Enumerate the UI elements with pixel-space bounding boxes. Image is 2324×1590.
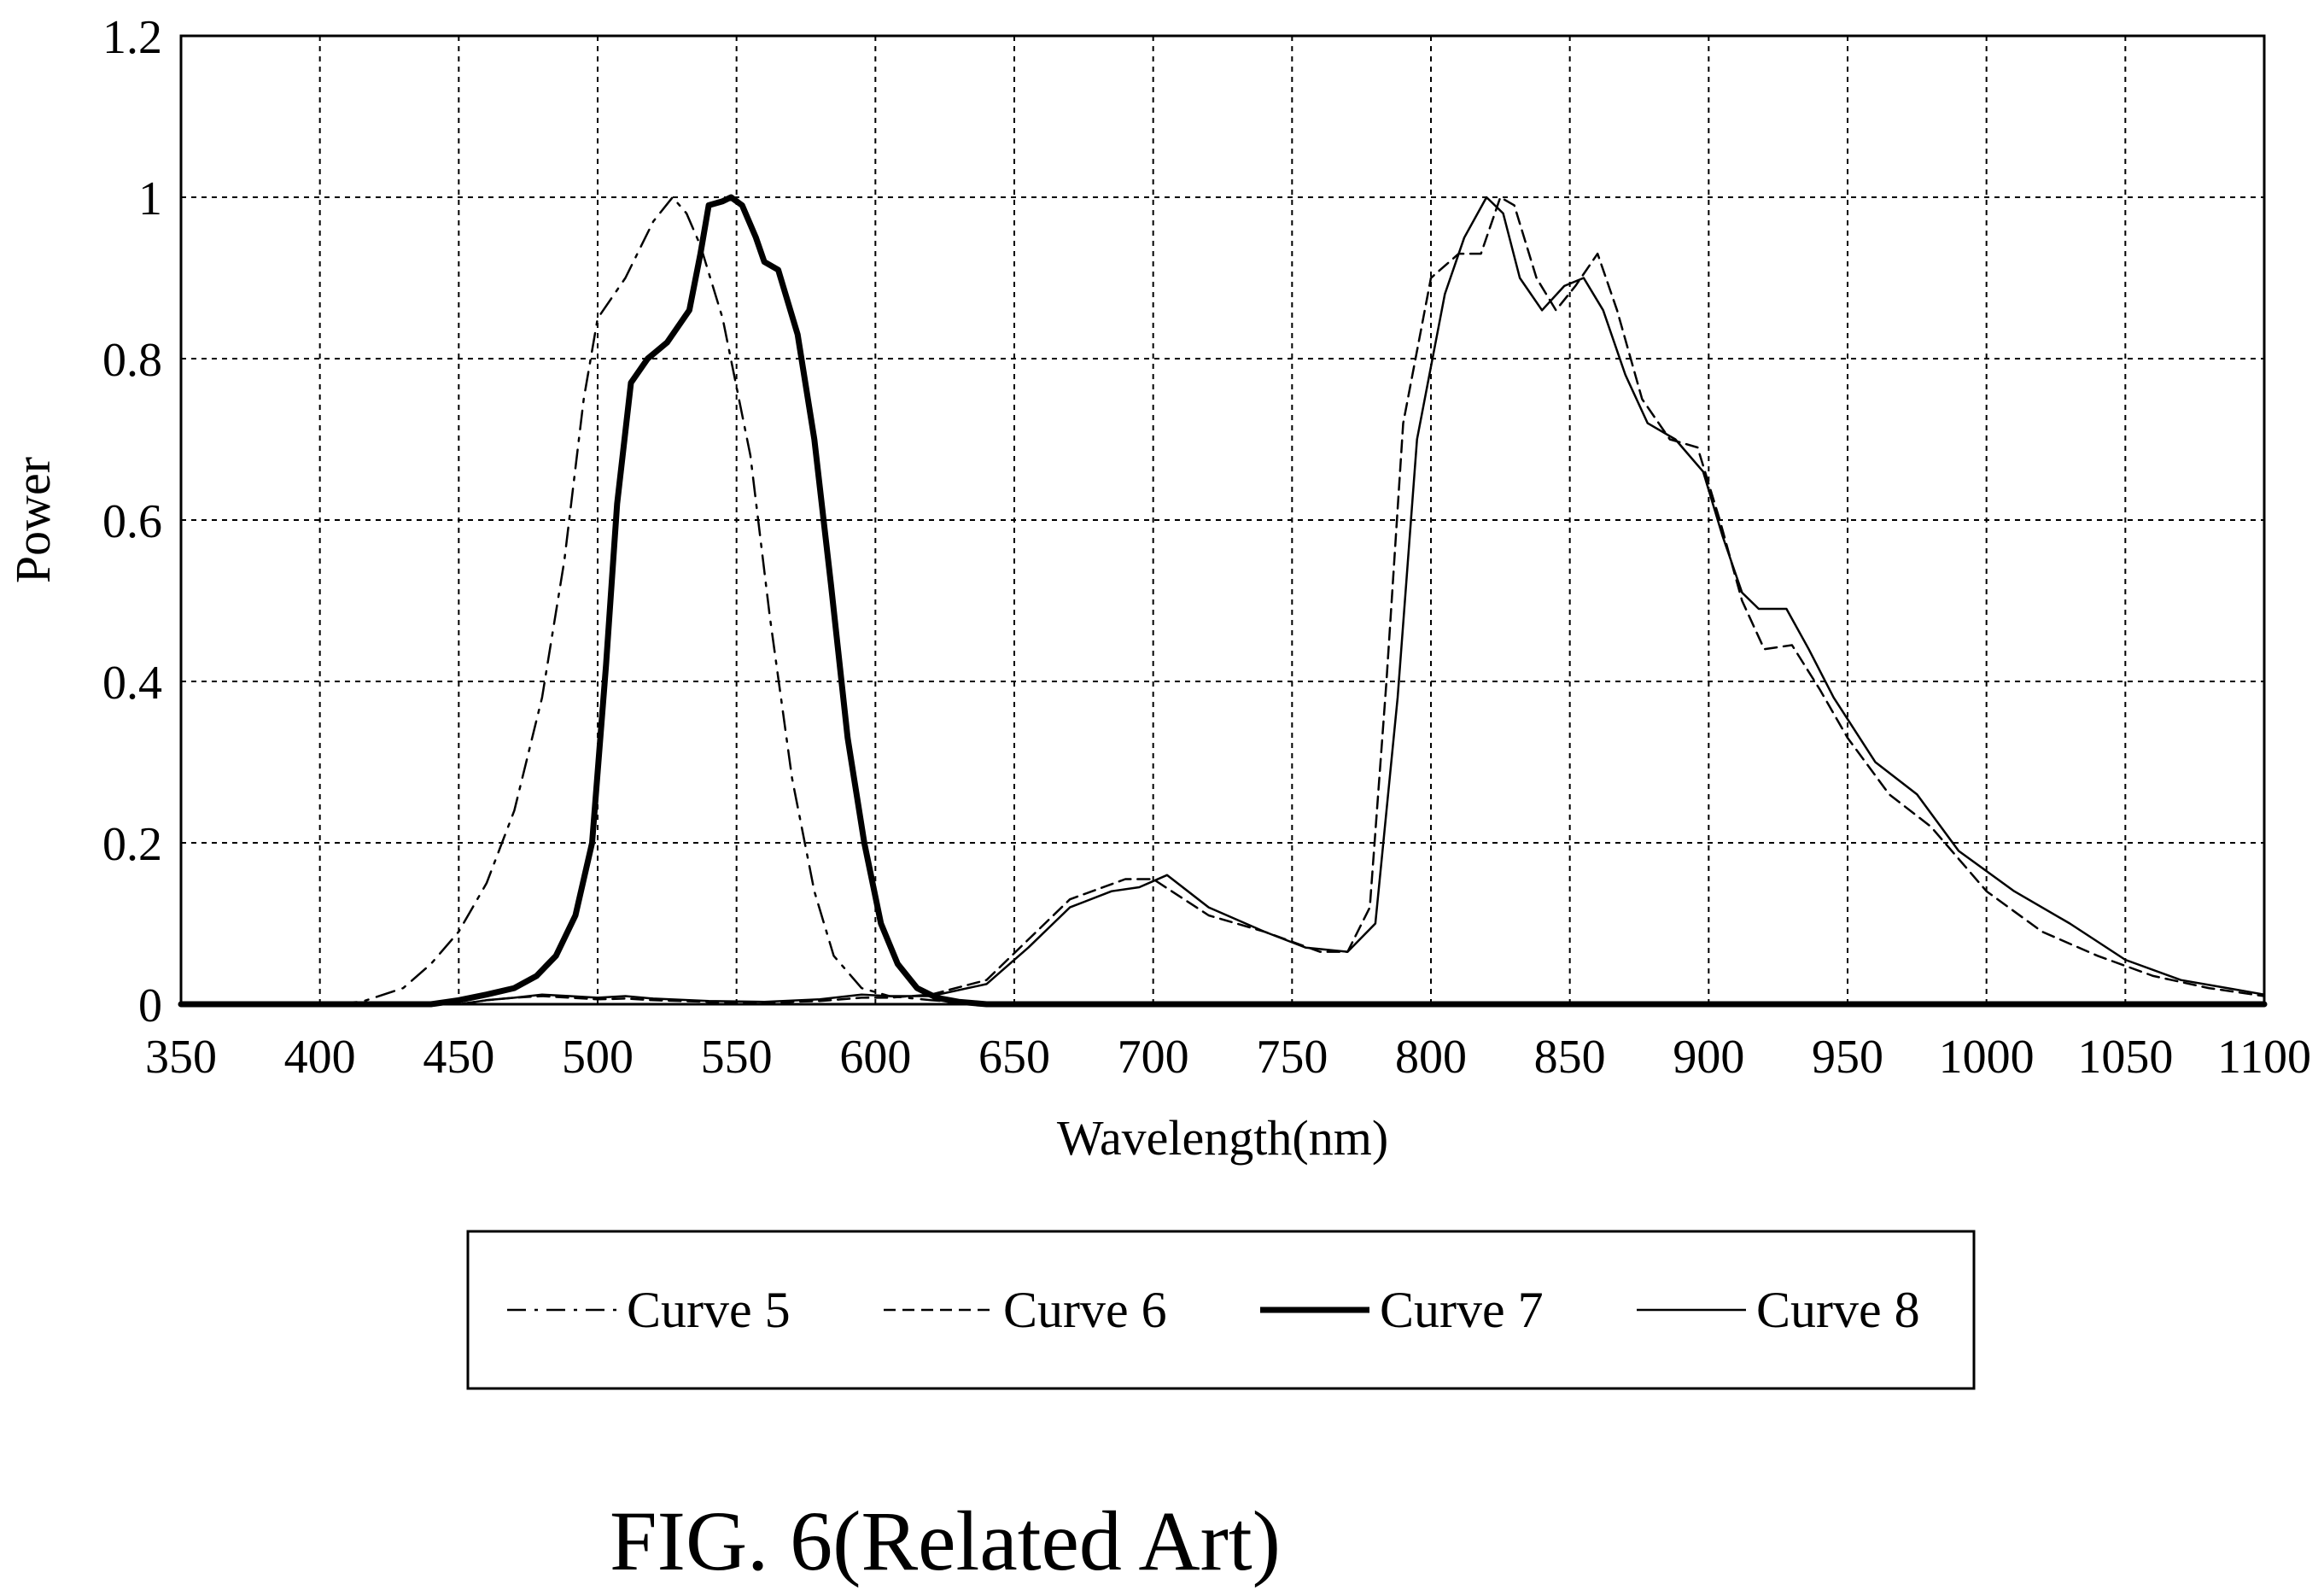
y-tick-label: 0.6 [102,495,162,548]
x-tick-label: 750 [1256,1031,1328,1084]
y-tick-label: 1 [138,172,162,225]
grid-lines [181,36,2264,1004]
x-tick-label: 1050 [2077,1031,2173,1084]
legend-label: Curve 6 [1003,1282,1167,1338]
x-tick-label: 700 [1118,1031,1189,1084]
series-line-6 [179,196,2266,1006]
x-tick-label: 600 [839,1031,911,1084]
x-tick-label: 550 [701,1031,773,1084]
x-tick-label: 1100 [2217,1031,2311,1084]
series-line-5 [179,196,2266,1006]
x-tick-label: 950 [1812,1031,1883,1084]
y-tick-label: 1.2 [102,11,162,64]
y-tick-labels: 0 0.2 0.4 0.6 0.8 1 1.2 [102,11,162,1032]
legend-label: Curve 5 [627,1282,791,1338]
x-tick-label: 800 [1395,1031,1467,1084]
legend-box [466,1230,1976,1390]
y-tick-label: 0.2 [102,818,162,871]
x-tick-label: 450 [423,1031,494,1084]
y-tick-label: 0.8 [102,334,162,387]
x-tick-label: 350 [145,1031,217,1084]
x-tick-label: 400 [284,1031,356,1084]
y-axis-label: Power [5,457,61,583]
x-tick-label: 850 [1534,1031,1606,1084]
series-lines [178,194,2268,1008]
series-line-7 [178,194,2268,1008]
figure-caption: FIG. 6(Related Art) [610,1494,1281,1588]
y-tick-label: 0.4 [102,657,162,710]
legend-label: Curve 7 [1380,1282,1544,1338]
x-axis-label: Wavelength(nm) [1057,1110,1388,1166]
series-line-8 [179,196,2266,1006]
x-tick-label: 500 [562,1031,634,1084]
x-tick-label: 1000 [1939,1031,2035,1084]
x-tick-label: 900 [1673,1031,1744,1084]
x-tick-labels: 350 400 450 500 550 600 650 700 750 800 850 900 950 1… [145,1031,2311,1084]
x-tick-label: 650 [978,1031,1050,1084]
legend-label: Curve 8 [1756,1282,1920,1338]
y-tick-label: 0 [138,979,162,1032]
legend-items: Curve 5 Curve 6 Curve 7 Curve 8 [507,1282,1920,1338]
legend: Curve 5 Curve 6 Curve 7 Curve 8 [466,1230,1976,1390]
